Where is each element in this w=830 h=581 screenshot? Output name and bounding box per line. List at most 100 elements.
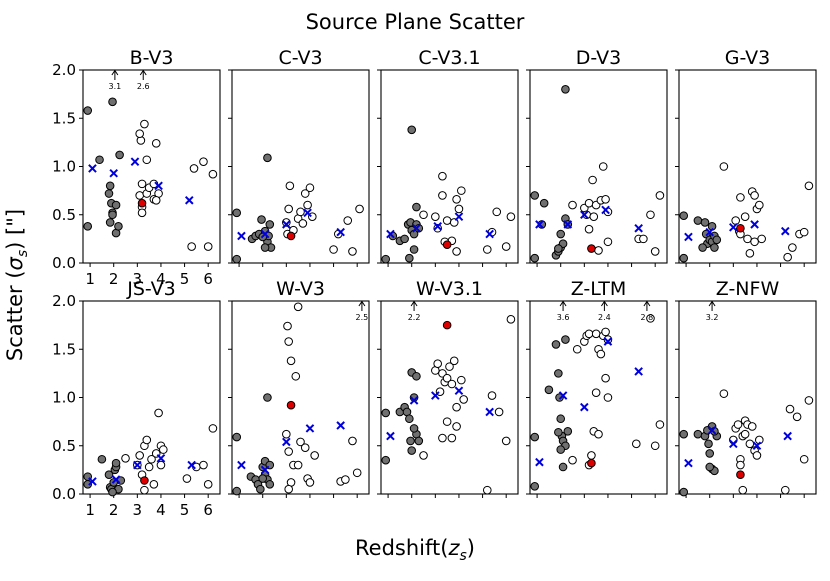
point-filled-b-v3-8: [105, 218, 115, 227]
point-open-b-v3-15: [189, 164, 199, 173]
point-open-z-ltm-19: [650, 441, 660, 451]
mean-stroke-b: [601, 205, 610, 215]
mean-stroke-b: [154, 181, 163, 191]
panel-title-c-v3: C-V3: [278, 47, 322, 69]
panel-c-v3: C-V3: [228, 47, 370, 267]
y-tick-label-js-v3-0: 0.0: [52, 485, 76, 503]
point-filled-z-nfw-10: [705, 462, 715, 472]
point-filled-d-v3-2: [537, 220, 547, 229]
mean-stroke-b: [634, 223, 643, 233]
mean-stroke-b: [111, 475, 121, 484]
point-open-js-v3-18: [208, 424, 218, 433]
point-filled-z-ltm-0: [530, 432, 540, 442]
point-filled-z-ltm-4: [554, 369, 563, 378]
point-open-w-v3-1-17: [487, 391, 497, 400]
point-highlight-c-v3-1-0: [442, 240, 452, 249]
point-filled-g-v3-3: [700, 218, 710, 227]
mean-marker-g-v3-0: [684, 232, 693, 242]
offscale-arrow-label: 3.1: [109, 82, 122, 91]
point-open-c-v3-1-0: [419, 210, 428, 220]
point-open-js-v3-17: [203, 480, 213, 489]
point-filled-c-v3-1-0: [381, 254, 391, 264]
offscale-arrow-label: 2.8: [641, 313, 654, 322]
mean-marker-c-v3-1-0: [386, 229, 395, 239]
mean-marker-w-v3-4: [336, 421, 345, 430]
mean-stroke-b: [454, 386, 464, 396]
mean-marker-z-ltm-2: [580, 402, 589, 412]
mean-marker-js-v3-4: [187, 460, 196, 470]
panel-title-js-v3: JS-V3: [126, 278, 176, 300]
point-open-js-v3-14: [182, 474, 192, 483]
point-open-c-v3-1: [284, 204, 293, 214]
offscale-arrow-head: [708, 300, 716, 307]
point-open-js-v3-0: [121, 453, 130, 463]
panel-w-v3-1: W-V3.1 2.2: [377, 278, 519, 498]
mean-stroke-b: [684, 458, 693, 468]
point-filled-g-v3-12: [712, 235, 722, 245]
y-axis-label: Scatter (σs) ["]: [3, 209, 31, 361]
mean-marker-js-v3-2: [133, 460, 142, 470]
mean-marker-c-v3-4: [336, 227, 345, 237]
offscale-arrow-head: [600, 300, 608, 307]
point-filled-js-v3-12: [108, 487, 117, 497]
mean-stroke-b: [109, 168, 119, 178]
point-filled-w-v3-1-11: [407, 446, 417, 455]
point-filled-g-v3-1: [679, 253, 689, 263]
point-open-w-v3-1-19: [501, 436, 511, 446]
point-open-c-v3-1-11: [452, 247, 461, 256]
point-filled-w-v3-1-5: [405, 414, 414, 424]
mean-marker-d-v3-2: [580, 210, 589, 220]
mean-marker-c-v3-2: [282, 220, 291, 229]
point-open-z-ltm-9: [596, 349, 606, 359]
point-open-g-v3-0: [719, 162, 729, 171]
point-open-c-v3-13: [355, 204, 364, 214]
point-filled-js-v3-11: [111, 458, 121, 468]
point-open-b-v3-16: [199, 157, 208, 166]
point-open-c-v3-8: [303, 200, 312, 210]
point-open-d-v3-0: [568, 200, 577, 210]
x-tick-label-js-v3-2: 3: [133, 501, 143, 519]
point-open-z-ltm-0: [572, 344, 582, 354]
point-open-d-v3-7: [598, 162, 608, 171]
offscale-arrow-z-ltm-1: 2.4: [598, 300, 611, 322]
point-open-w-v3-0: [283, 321, 292, 331]
point-filled-b-v3-10: [114, 222, 123, 231]
mean-marker-z-nfw-2: [729, 439, 738, 449]
point-open-z-ltm-14: [587, 451, 596, 460]
point-filled-z-ltm-12: [561, 335, 570, 344]
mean-marker-z-nfw-3: [752, 441, 762, 451]
point-open-c-v3-11: [343, 216, 353, 225]
point-highlight-w-v3-0: [286, 400, 296, 410]
panel-frame-z-nfw: [678, 300, 817, 495]
point-filled-w-v3-1-1: [381, 455, 391, 465]
point-filled-js-v3-3: [104, 470, 114, 480]
point-open-d-v3-17: [655, 191, 665, 200]
point-filled-z-nfw-1: [679, 487, 689, 497]
mean-stroke-b: [237, 231, 246, 241]
point-highlight-d-v3-0: [587, 244, 596, 253]
point-open-w-v3-1-12: [447, 433, 457, 443]
point-open-c-v3-2: [282, 218, 291, 227]
point-open-z-nfw-7: [747, 422, 757, 431]
point-open-z-nfw-0: [719, 389, 729, 398]
mean-stroke-b: [485, 229, 494, 239]
point-filled-z-ltm-6: [556, 414, 566, 424]
mean-marker-z-ltm-4: [634, 367, 643, 376]
y-tick-label-js-v3-2: 1.0: [52, 389, 76, 407]
point-filled-w-v3-1-10: [412, 371, 421, 381]
point-open-w-v3-1-9: [452, 402, 461, 412]
y-tick-label-js-v3-4: 2.0: [52, 292, 76, 310]
point-filled-z-ltm-10: [558, 462, 568, 472]
offscale-arrow-head: [643, 300, 651, 307]
point-filled-d-v3-11: [554, 244, 563, 253]
point-open-w-v3-10: [300, 443, 310, 452]
point-open-z-ltm-17: [631, 439, 641, 449]
x-axis-label: Redshift(zs): [355, 536, 475, 564]
point-open-g-v3-12: [757, 234, 766, 244]
point-open-js-v3-5: [144, 462, 154, 472]
point-filled-w-v3-10: [263, 393, 272, 402]
point-open-d-v3-4: [588, 175, 597, 185]
mean-stroke-b: [558, 391, 568, 400]
point-filled-z-nfw-2: [693, 429, 703, 439]
point-open-js-v3-11: [156, 460, 166, 470]
